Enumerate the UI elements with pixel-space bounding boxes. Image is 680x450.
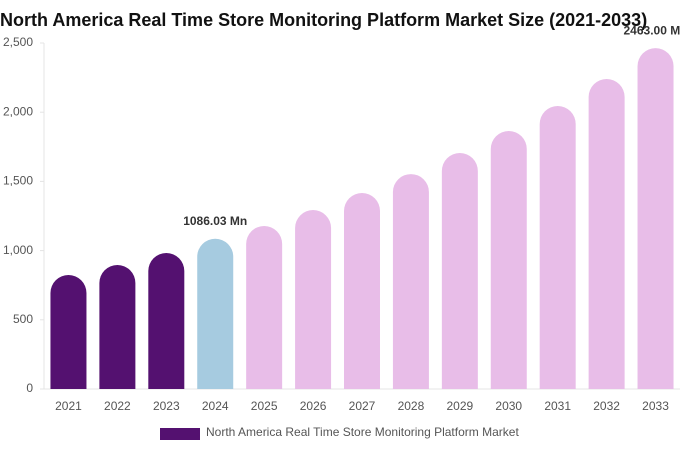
- x-tick-label: 2025: [251, 399, 278, 413]
- bar: [637, 48, 674, 390]
- bar: [588, 78, 625, 389]
- x-tick-label: 2022: [104, 399, 131, 413]
- bar: [50, 274, 87, 389]
- x-tick-label: 2024: [202, 399, 229, 413]
- bar: [392, 174, 429, 389]
- bar: [490, 131, 527, 389]
- bar: [148, 252, 185, 389]
- x-tick-label: 2030: [495, 399, 522, 413]
- y-tick-label: 1,500: [3, 174, 33, 188]
- bar: [197, 238, 234, 389]
- value-label: 1086.03 Mn: [183, 214, 247, 228]
- y-tick-label: 0: [26, 381, 33, 395]
- y-tick-label: 2,500: [3, 35, 33, 49]
- y-tick-label: 500: [13, 312, 33, 326]
- bar: [99, 264, 136, 389]
- x-tick-label: 2023: [153, 399, 180, 413]
- x-tick-label: 2033: [642, 399, 669, 413]
- bar: [441, 153, 478, 389]
- x-tick-label: 2031: [544, 399, 571, 413]
- y-tick-label: 2,000: [3, 104, 33, 118]
- y-tick-label: 1,000: [3, 243, 33, 257]
- x-tick-label: 2028: [398, 399, 425, 413]
- bar: [246, 225, 283, 389]
- x-tick-label: 2029: [446, 399, 473, 413]
- x-tick-label: 2032: [593, 399, 620, 413]
- value-label: 2463.00 Mn: [624, 23, 680, 37]
- x-tick-label: 2021: [55, 399, 82, 413]
- bar: [344, 193, 380, 389]
- bar: [539, 105, 576, 390]
- legend-label: North America Real Time Store Monitoring…: [206, 425, 519, 439]
- x-tick-label: 2026: [300, 399, 327, 413]
- chart-title: North America Real Time Store Monitoring…: [0, 10, 647, 30]
- legend-swatch: [160, 428, 200, 440]
- x-tick-label: 2027: [349, 399, 376, 413]
- bar: [295, 210, 332, 389]
